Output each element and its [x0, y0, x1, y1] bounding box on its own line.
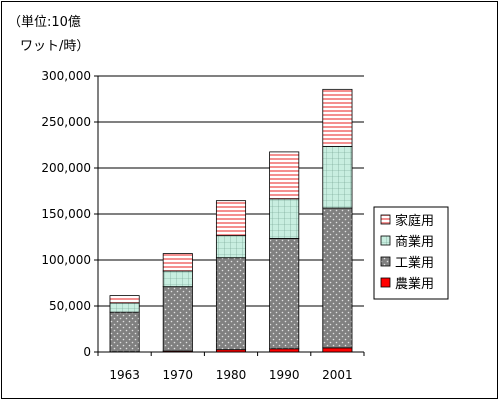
unit-label-line1: （単位:10億: [8, 14, 81, 30]
bar-segment-1980-3: [215, 200, 247, 237]
bar-segment-1970-2: [162, 270, 193, 288]
legend-entry-3: 家庭用: [395, 213, 434, 229]
unit-label-line2: ワット/時）: [20, 39, 89, 54]
legend-entry-1: 工業用: [395, 255, 434, 271]
y-tick-label: 0: [83, 345, 91, 359]
bar-segment-1990-3: [269, 151, 300, 200]
bar-segment-2001-2: [322, 145, 353, 209]
bar-segment-1990-0: [269, 348, 300, 353]
bar-segment-1963-2: [109, 302, 140, 313]
bar-segment-2001-3: [322, 88, 353, 147]
bar-segment-2001-1: [322, 207, 353, 349]
legend-entry-2: 商業用: [395, 234, 434, 250]
legend-swatch-0: [380, 277, 391, 288]
bar-segment-2001-0: [322, 347, 353, 353]
bar-segment-1963-1: [109, 311, 140, 353]
y-tick-label: 200,000: [41, 161, 91, 175]
x-tick-label-1963: 1963: [109, 368, 140, 382]
x-tick-label-1970: 1970: [163, 368, 194, 382]
y-tick-label: 150,000: [41, 207, 91, 221]
x-tick-label-1980: 1980: [216, 368, 247, 382]
bar-segment-1963-3: [109, 295, 140, 304]
bar-segment-1990-2: [269, 198, 300, 239]
x-tick-label-1990: 1990: [269, 368, 300, 382]
bar-segment-1970-3: [162, 253, 193, 272]
legend-swatch-3: [380, 214, 391, 225]
bar-segment-1980-2: [215, 235, 247, 259]
y-tick-label: 50,000: [49, 299, 91, 313]
x-tick-labels: 1963 1970 1980 1990 2001: [109, 368, 352, 382]
y-tick-label: 300,000: [41, 69, 91, 83]
x-tick-label-2001: 2001: [322, 368, 353, 382]
y-tick-label: 250,000: [41, 115, 91, 129]
bars: [109, 88, 353, 353]
legend-swatch-1: [380, 256, 391, 267]
bar-segment-1980-1: [215, 257, 247, 351]
y-tick-labels: 0 50,000 100,000 150,000 200,000 250,000 300,0…: [41, 69, 91, 359]
legend-swatch-2: [380, 235, 391, 246]
bar-segment-1990-1: [269, 237, 300, 350]
legend-entry-0: 農業用: [395, 276, 434, 292]
y-tick-label: 100,000: [41, 253, 91, 267]
bar-segment-1970-1: [162, 286, 193, 352]
